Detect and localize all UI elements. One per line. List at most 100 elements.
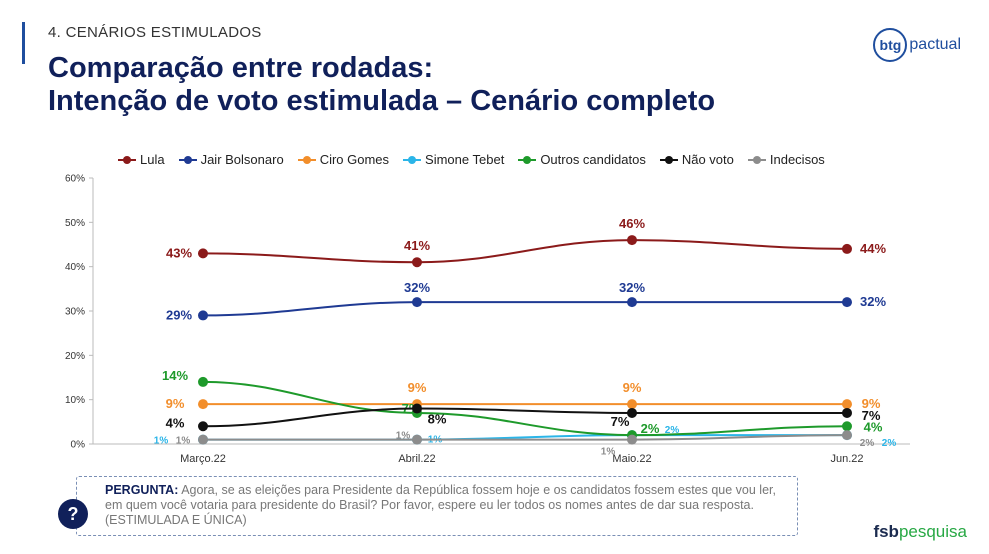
data-label-jair-bolsonaro: 29%: [166, 307, 192, 322]
series-line-lula: [202, 239, 848, 264]
data-label-lula: 46%: [619, 216, 645, 231]
legend-swatch-dot: [123, 155, 131, 164]
legend-item-jair-bolsonaro: Jair Bolsonaro: [178, 152, 284, 167]
data-point-jair-bolsonaro: [412, 297, 422, 308]
section-label: 4. CENÁRIOS ESTIMULADOS: [48, 24, 262, 41]
data-point-lula: [198, 248, 208, 259]
legend-swatch: [659, 155, 678, 165]
legend-swatch: [297, 155, 316, 165]
data-label-nao-voto: 4%: [166, 415, 185, 430]
y-tick-label: 10%: [65, 395, 85, 406]
data-point-ciro-gomes: [842, 399, 852, 410]
data-label-lula: 41%: [404, 238, 430, 253]
fsb-logo-part-2: pesquisa: [898, 522, 967, 541]
question-mark-icon: ?: [58, 499, 88, 529]
y-tick-label: 60%: [65, 174, 85, 185]
question-label: PERGUNTA:: [105, 483, 179, 497]
y-tick-label: 0%: [71, 440, 86, 451]
btg-logo-mark: btg: [873, 28, 908, 62]
legend-swatch: [518, 155, 537, 165]
legend-label: Ciro Gomes: [319, 152, 390, 167]
data-point-lula: [412, 257, 422, 268]
question-text: Agora, se as eleições para Presidente da…: [105, 483, 776, 527]
legend-swatch: [403, 155, 422, 165]
legend-label: Lula: [140, 152, 165, 167]
legend-swatch-dot: [302, 155, 311, 164]
legend-label: Jair Bolsonaro: [200, 152, 284, 167]
legend-swatch-dot: [408, 155, 417, 164]
data-label-simone-tebet: 2%: [665, 425, 680, 436]
data-label-jair-bolsonaro: 32%: [619, 280, 645, 295]
page-title: Comparação entre rodadas: Intenção de vo…: [48, 52, 715, 118]
legend-swatch-dot: [523, 155, 532, 164]
data-label-ciro-gomes: 9%: [166, 396, 185, 411]
data-point-nao-voto: [627, 407, 637, 418]
fsb-logo-part-1: fsb: [873, 522, 899, 541]
y-tick-label: 20%: [65, 351, 85, 362]
btg-pactual-logo: btg pactual: [873, 28, 961, 62]
legend-label: Não voto: [681, 152, 734, 167]
data-point-lula: [627, 235, 637, 246]
question-box: PERGUNTA: Agora, se as eleições para Pre…: [76, 476, 798, 536]
legend-item-nao-voto: Não voto: [659, 152, 734, 167]
data-label-nao-voto: 7%: [611, 414, 630, 429]
data-label-lula: 44%: [860, 241, 886, 256]
legend-label: Simone Tebet: [425, 152, 505, 167]
data-label-outros-candidatos: 14%: [162, 368, 188, 383]
data-point-lula: [842, 243, 852, 254]
data-point-outros-candidatos: [842, 421, 852, 432]
legend-item-outros-candidatos: Outros candidatos: [518, 152, 646, 167]
x-tick-label: Abril.22: [398, 453, 435, 465]
x-tick-label: Jun.22: [830, 453, 863, 465]
legend-label: Outros candidatos: [540, 152, 646, 167]
data-label-outros-candidatos: 4%: [864, 419, 883, 434]
series-line-nao-voto: [202, 407, 847, 428]
data-label-lula: 43%: [166, 245, 192, 260]
data-point-indecisos: [842, 430, 852, 441]
y-tick-label: 40%: [65, 262, 85, 273]
page-title-line-2: Intenção de voto estimulada – Cenário co…: [48, 85, 716, 117]
header-accent-bar: [22, 22, 25, 64]
data-point-ciro-gomes: [198, 399, 208, 410]
legend-item-lula: Lula: [118, 152, 165, 167]
data-point-nao-voto: [198, 421, 208, 432]
legend-item-simone-tebet: Simone Tebet: [403, 152, 504, 167]
data-label-simone-tebet: 2%: [882, 438, 897, 449]
legend-item-indecisos: Indecisos: [747, 152, 825, 167]
data-label-outros-candidatos: 2%: [641, 421, 660, 436]
data-label-ciro-gomes: 9%: [408, 380, 427, 395]
legend-item-ciro-gomes: Ciro Gomes: [297, 152, 390, 167]
legend-swatch: [178, 155, 197, 165]
legend-swatch: [118, 155, 136, 165]
legend-swatch-dot: [752, 155, 761, 164]
x-tick-label: Março.22: [180, 453, 226, 465]
page-title-line-1: Comparação entre rodadas:: [48, 52, 434, 84]
legend-swatch-dot: [664, 155, 673, 164]
data-label-nao-voto: 8%: [428, 412, 447, 427]
data-point-indecisos: [198, 434, 208, 445]
chart-legend: Lula Jair Bolsonaro Ciro Gomes Simone Tebet…: [118, 152, 825, 167]
series-line-indecisos: [203, 434, 848, 441]
y-tick-label: 50%: [65, 218, 85, 229]
data-point-nao-voto: [842, 407, 852, 418]
data-label-jair-bolsonaro: 32%: [860, 294, 886, 309]
btg-logo-word: pactual: [909, 36, 961, 53]
legend-label: Indecisos: [769, 152, 825, 167]
data-label-indecisos: 1%: [176, 436, 191, 447]
y-tick-label: 30%: [65, 307, 85, 318]
data-point-jair-bolsonaro: [627, 297, 637, 308]
legend-swatch: [747, 155, 766, 165]
x-tick-label: Maio.22: [612, 453, 651, 465]
data-label-jair-bolsonaro: 32%: [404, 280, 430, 295]
data-label-indecisos: 1%: [396, 431, 411, 442]
data-point-nao-voto: [412, 403, 422, 414]
data-label-nao-voto: 7%: [862, 408, 881, 423]
fsb-pesquisa-logo: fsbpesquisa: [873, 522, 967, 542]
data-label-indecisos: 2%: [860, 438, 875, 449]
data-point-jair-bolsonaro: [198, 310, 208, 321]
data-point-ciro-gomes: [627, 399, 637, 410]
legend-swatch-dot: [183, 155, 192, 164]
data-label-indecisos: 1%: [601, 447, 616, 458]
data-point-indecisos: [627, 434, 637, 445]
